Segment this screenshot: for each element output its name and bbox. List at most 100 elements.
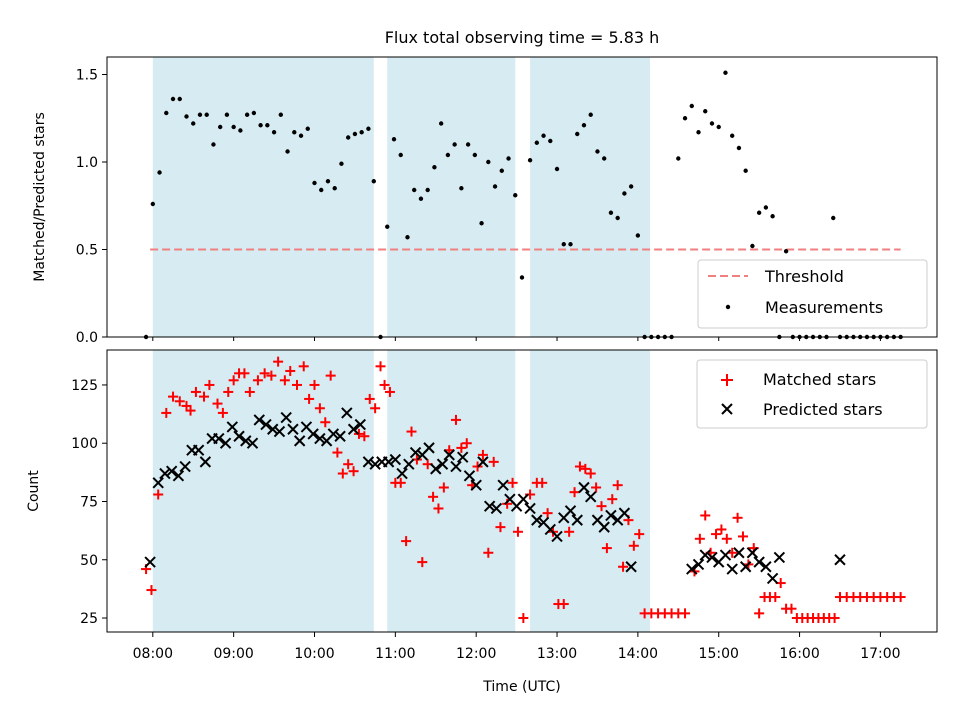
matched-star-point (507, 477, 518, 488)
measurement-point (554, 166, 560, 172)
matched-star-point (395, 477, 406, 488)
ratio-y-tick-label: 0.5 (76, 243, 98, 259)
measurement-point (831, 215, 836, 221)
measurement-point (548, 138, 553, 144)
predicted-star-point (699, 549, 711, 561)
measurement-point (696, 130, 701, 135)
predicted-star-point (423, 442, 435, 454)
measurement-point (285, 149, 290, 154)
measurement-point (157, 170, 162, 175)
matched-star-point (190, 386, 201, 397)
predicted-star-point (585, 491, 597, 503)
measurement-point (541, 133, 546, 138)
matched-star-point (174, 396, 185, 407)
matched-star-point (279, 375, 290, 386)
measurement-point (492, 184, 498, 189)
matched-star-point (512, 526, 523, 537)
measurement-point (615, 215, 620, 221)
matched-star-point (337, 468, 348, 479)
observing-window-3 (530, 350, 651, 632)
predicted-star-point (403, 458, 415, 470)
predicted-star-point (165, 465, 178, 477)
measurement-point (716, 124, 721, 130)
matched-star-point (266, 370, 277, 381)
matched-star-point (564, 526, 575, 537)
predicted-star-point (280, 411, 292, 424)
measurement-point (244, 112, 250, 117)
matched-star-point (259, 368, 270, 379)
predicted-star-point (369, 458, 381, 470)
measurement-point (756, 210, 762, 215)
predicted-star-point (334, 430, 346, 442)
legend-measurements-swatch (725, 304, 731, 310)
measurement-point (527, 158, 533, 163)
count-legend: Matched stars Predicted stars (696, 359, 928, 429)
measurement-point (339, 161, 344, 166)
observing-window-2 (387, 57, 516, 337)
matched-star-point (384, 386, 395, 397)
predicted-star-point (766, 572, 779, 585)
measurement-point (635, 233, 641, 238)
predicted-star-point (443, 449, 455, 461)
predicted-star-point (192, 444, 205, 456)
matched-star-point (359, 431, 370, 442)
measurement-point (499, 168, 504, 173)
measurement-point (278, 112, 284, 117)
measurement-point (513, 193, 518, 198)
measurement-point (622, 191, 627, 196)
predicted-star-point (240, 435, 252, 447)
predicted-star-point (396, 467, 408, 480)
measurement-point (170, 96, 176, 102)
measurement-point (164, 110, 169, 116)
measurement-point (709, 121, 715, 126)
predicted-star-point (739, 561, 752, 573)
x-tick-label: 16:00 (779, 646, 819, 662)
predicted-star-point (354, 418, 367, 431)
matched-star-point (285, 365, 296, 376)
matched-star-point (601, 543, 612, 554)
matched-star-point (325, 370, 336, 381)
matched-star-point (895, 592, 906, 603)
matched-star-point (401, 536, 412, 547)
measurement-point (519, 275, 525, 280)
matched-star-point (628, 540, 639, 551)
measurement-point (204, 112, 209, 117)
matched-star-point (607, 494, 618, 505)
count-y-tick-label: 125 (71, 378, 98, 394)
predicted-star-point (692, 558, 705, 571)
measurement-point (359, 130, 364, 135)
matched-star-point (252, 375, 263, 386)
measurement-point (231, 124, 236, 130)
observing-window-1 (152, 57, 374, 337)
ratio-y-tick-label: 0.0 (76, 330, 98, 346)
observing-window-2 (387, 350, 516, 632)
matched-star-point (585, 468, 596, 479)
matched-star-point (732, 512, 743, 523)
matched-star-point (438, 482, 449, 493)
predicted-star-point (152, 477, 164, 489)
measurement-point (770, 214, 775, 219)
predicted-star-point (733, 547, 745, 559)
legend-measurements-label: Measurements (765, 298, 883, 317)
predicted-star-point (571, 514, 583, 526)
predicted-star-point (457, 451, 469, 463)
x-tick-label: 10:00 (294, 646, 334, 662)
predicted-star-point (760, 561, 772, 573)
predicted-star-point (389, 453, 402, 466)
x-tick-label: 14:00 (618, 646, 658, 662)
x-tick-label: 15:00 (699, 646, 739, 662)
measurement-point (432, 165, 437, 170)
matched-star-point (461, 438, 472, 449)
measurement-point (465, 142, 471, 147)
predicted-star-point (287, 423, 299, 435)
matched-star-point (212, 398, 223, 409)
measurement-point (445, 152, 451, 158)
measurement-point (595, 149, 600, 154)
measurement-point (405, 235, 410, 240)
matched-star-point (375, 361, 386, 372)
matched-star-point (428, 491, 439, 502)
measurement-point (391, 137, 397, 142)
count-y-axis-label: Count (26, 470, 42, 512)
predicted-star-point (618, 507, 631, 519)
